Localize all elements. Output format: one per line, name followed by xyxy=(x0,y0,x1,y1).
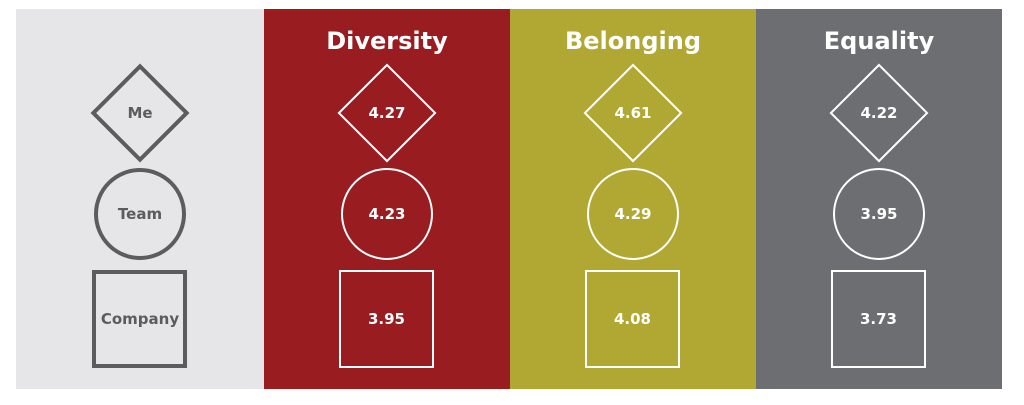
diversity-company-value: 3.95 xyxy=(367,310,405,328)
diversity-team-value: 4.23 xyxy=(368,205,406,223)
circle-icon: 3.95 xyxy=(833,168,925,260)
row-label-company: Company xyxy=(100,310,180,328)
score-board: Me Team Company Diversity 4.27 4.23 3.95… xyxy=(16,9,1002,389)
diversity-title: Diversity xyxy=(326,27,448,55)
diamond-icon: Me xyxy=(90,63,190,163)
circle-icon: Team xyxy=(94,168,186,260)
equality-team-value: 3.95 xyxy=(860,205,898,223)
square-icon: 3.95 xyxy=(339,270,434,368)
diamond-icon: 4.27 xyxy=(337,63,437,163)
square-icon: 4.08 xyxy=(585,270,680,368)
belonging-team-value: 4.29 xyxy=(614,205,652,223)
belonging-company-value: 4.08 xyxy=(613,310,651,328)
equality-me-value: 4.22 xyxy=(860,104,898,122)
equality-column: Equality 4.22 3.95 3.73 xyxy=(756,9,1002,389)
row-labels-column: Me Team Company xyxy=(16,9,264,389)
diversity-column: Diversity 4.27 4.23 3.95 xyxy=(264,9,510,389)
circle-icon: 4.29 xyxy=(587,168,679,260)
belonging-column: Belonging 4.61 4.29 4.08 xyxy=(510,9,756,389)
row-label-me: Me xyxy=(127,104,153,122)
equality-company-value: 3.73 xyxy=(859,310,897,328)
diversity-me-value: 4.27 xyxy=(368,104,406,122)
square-icon: Company xyxy=(92,270,187,368)
square-icon: 3.73 xyxy=(831,270,926,368)
circle-icon: 4.23 xyxy=(341,168,433,260)
diamond-icon: 4.22 xyxy=(829,63,929,163)
diamond-icon: 4.61 xyxy=(583,63,683,163)
row-label-team: Team xyxy=(117,205,163,223)
belonging-me-value: 4.61 xyxy=(614,104,652,122)
equality-title: Equality xyxy=(823,27,935,55)
belonging-title: Belonging xyxy=(564,27,702,55)
